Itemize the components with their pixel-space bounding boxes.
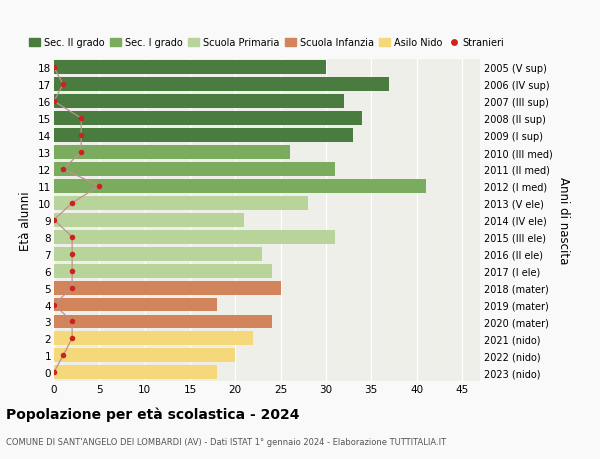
Legend: Sec. II grado, Sec. I grado, Scuola Primaria, Scuola Infanzia, Asilo Nido, Stran: Sec. II grado, Sec. I grado, Scuola Prim… [29,39,505,48]
Bar [54,196,308,210]
Bar [54,95,344,109]
Y-axis label: Età alunni: Età alunni [19,190,32,250]
Bar [54,247,262,261]
Text: Popolazione per età scolastica - 2024: Popolazione per età scolastica - 2024 [6,406,299,421]
Bar [54,281,281,295]
Bar [54,162,335,177]
Bar [54,61,326,75]
Text: COMUNE DI SANT'ANGELO DEI LOMBARDI (AV) - Dati ISTAT 1° gennaio 2024 - Elaborazi: COMUNE DI SANT'ANGELO DEI LOMBARDI (AV) … [6,437,446,446]
Bar [54,298,217,312]
Bar [54,78,389,92]
Bar [54,365,217,380]
Bar [54,315,272,329]
Y-axis label: Anni di nascita: Anni di nascita [557,177,569,264]
Bar [54,230,335,244]
Bar [54,264,272,278]
Bar [54,146,290,160]
Bar [54,213,244,227]
Bar [54,349,235,363]
Bar [54,129,353,143]
Bar [54,112,362,126]
Bar [54,179,425,193]
Bar [54,332,253,346]
